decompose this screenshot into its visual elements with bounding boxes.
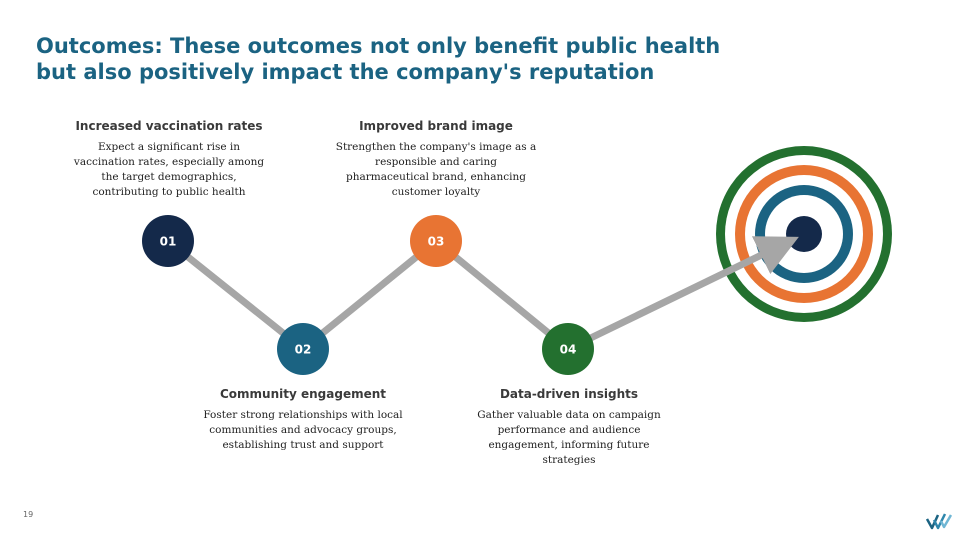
step-text-04: Data-driven insights Gather valuable dat… xyxy=(476,386,662,468)
step-text-01: Increased vaccination rates Expect a sig… xyxy=(68,118,270,200)
step-number-04: 04 xyxy=(560,343,577,357)
page-number: 19 xyxy=(23,510,34,519)
step-number-02: 02 xyxy=(295,343,312,357)
target-bullseye xyxy=(786,216,822,252)
target-icon xyxy=(716,146,892,322)
connector-line xyxy=(165,236,571,354)
step-heading-03: Improved brand image xyxy=(359,119,513,133)
step-node-02: 02 xyxy=(277,323,329,375)
step-description-02: Foster strong relationships with local c… xyxy=(203,409,403,451)
step-heading-02: Community engagement xyxy=(219,387,386,401)
step-node-03: 03 xyxy=(410,215,462,267)
step-description-04: Gather valuable data on campaign perform… xyxy=(477,409,661,466)
check-chevrons-logo-icon xyxy=(926,513,952,530)
slide-title: Outcomes: These outcomes not only benefi… xyxy=(36,34,721,84)
step-number-03: 03 xyxy=(428,235,445,249)
step-description-03: Strengthen the company's image as a resp… xyxy=(335,141,537,198)
step-node-01: 01 xyxy=(142,215,194,267)
step-text-02: Community engagement Foster strong relat… xyxy=(196,386,410,453)
arrow-to-target xyxy=(566,236,799,353)
step-heading-01: Increased vaccination rates xyxy=(75,119,263,133)
step-text-03: Improved brand image Strengthen the comp… xyxy=(333,118,539,200)
step-number-01: 01 xyxy=(160,235,177,249)
step-heading-04: Data-driven insights xyxy=(499,387,639,401)
step-description-01: Expect a significant rise in vaccination… xyxy=(73,141,265,198)
step-node-04: 04 xyxy=(542,323,594,375)
